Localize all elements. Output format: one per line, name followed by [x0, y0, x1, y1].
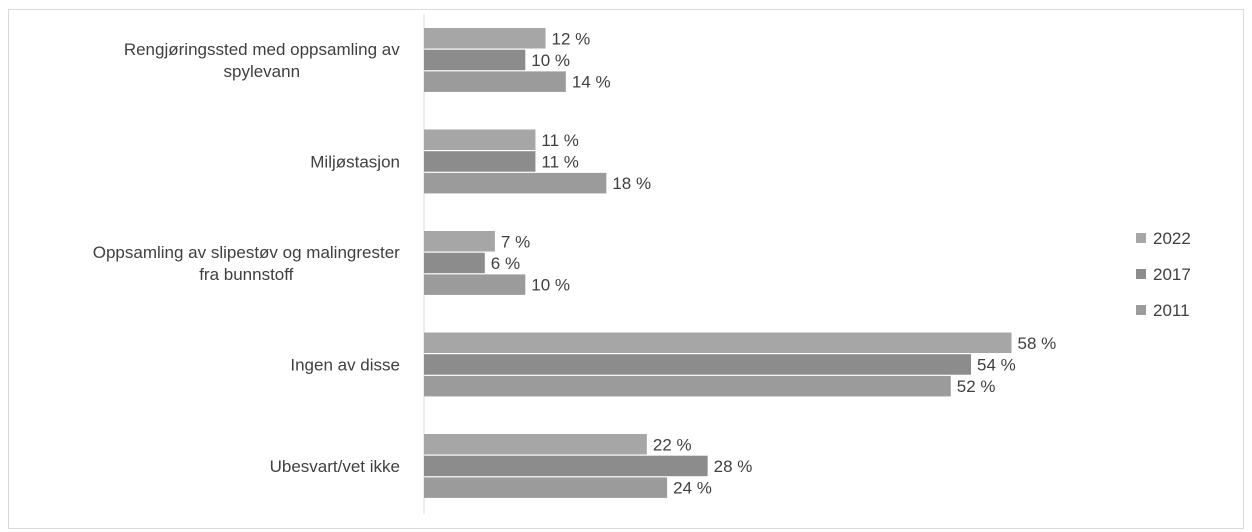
- legend-label: 2022: [1153, 229, 1191, 248]
- bar-2017: [424, 252, 485, 274]
- data-label: 10 %: [531, 51, 570, 70]
- bar-2011: [424, 172, 607, 194]
- legend-label: 2011: [1153, 301, 1190, 320]
- data-label: 54 %: [977, 355, 1016, 374]
- data-label: 14 %: [572, 73, 611, 92]
- bar-2017: [424, 354, 972, 375]
- data-label: 10 %: [531, 276, 570, 295]
- data-label: 28 %: [714, 457, 753, 476]
- data-label: 52 %: [957, 377, 996, 396]
- bar-2022: [424, 434, 647, 455]
- data-label: 7 %: [501, 232, 530, 251]
- category-label: Oppsamling av slipestøv og malingrester f…: [93, 243, 400, 284]
- bar-2011: [424, 71, 566, 92]
- data-label: 11 %: [541, 131, 579, 150]
- legend-label: 2017: [1153, 265, 1191, 284]
- data-label: 24 %: [673, 479, 712, 498]
- bar-2011: [424, 274, 526, 295]
- legend-swatch: [1136, 233, 1146, 243]
- category-label: Rengjøringssted med oppsamling av spyleva…: [124, 40, 400, 81]
- bar-2017: [424, 49, 526, 71]
- category-label: Ingen av disse: [290, 355, 400, 374]
- category-label: Miljøstasjon: [310, 152, 400, 171]
- data-label: 58 %: [1018, 334, 1057, 353]
- data-label: 12 %: [552, 29, 591, 48]
- bar-2011: [424, 477, 668, 498]
- data-label: 11 %: [541, 152, 579, 171]
- data-label: 6 %: [491, 254, 520, 273]
- bar-2022: [424, 129, 536, 150]
- bar-2017: [424, 455, 708, 477]
- legend-swatch: [1136, 269, 1146, 279]
- data-label: 18 %: [612, 174, 651, 193]
- bar-2011: [424, 375, 951, 397]
- data-label: 22 %: [653, 435, 692, 454]
- bar-2022: [424, 231, 495, 252]
- legend-swatch: [1136, 305, 1146, 315]
- bar-2022: [424, 28, 546, 49]
- bar-2017: [424, 151, 536, 172]
- bar-2022: [424, 332, 1012, 353]
- category-label: Ubesvart/vet ikke: [270, 457, 400, 476]
